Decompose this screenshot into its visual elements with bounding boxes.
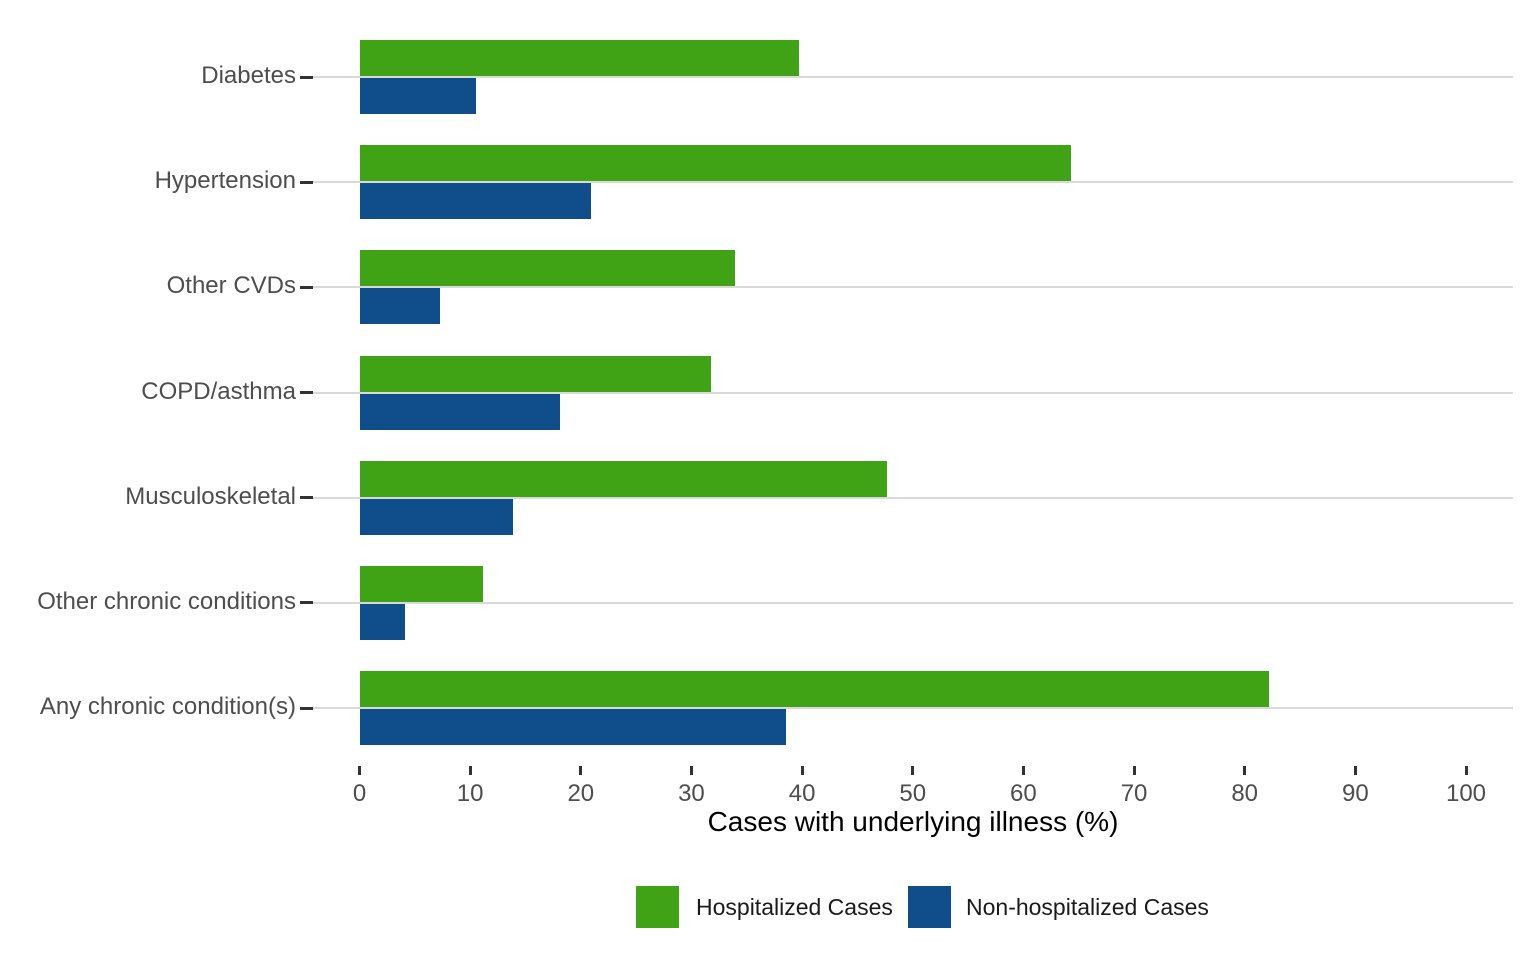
x-axis-tick-label: 60: [1010, 780, 1037, 807]
bar-hospitalized: [359, 671, 1270, 708]
category-gridline: [313, 181, 1513, 184]
y-axis-tick: [300, 75, 313, 79]
x-axis-tick-label: 80: [1231, 780, 1259, 807]
x-axis-tick-label: 50: [899, 780, 927, 807]
y-axis-tick: [300, 601, 313, 605]
bar-hospitalized: [359, 355, 712, 392]
bar-hospitalized: [359, 460, 888, 497]
x-axis-title: Cases with underlying illness (%): [707, 806, 1119, 837]
y-axis-tick: [300, 285, 313, 289]
category-gridline: [313, 391, 1513, 394]
y-axis-label: Any chronic condition(s): [39, 693, 296, 721]
x-axis-tick: [1243, 766, 1247, 775]
y-axis-label: Hypertension: [154, 167, 296, 195]
legend-label-hospitalized: Hospitalized Cases: [696, 894, 893, 920]
x-axis-tick: [1464, 766, 1468, 775]
bar-non-hospitalized: [359, 709, 786, 746]
category-gridline: [313, 496, 1513, 499]
x-axis-tick-label: 40: [788, 780, 816, 807]
x-axis-tick-label: 100: [1445, 780, 1487, 807]
y-axis-label: Other chronic conditions: [37, 587, 296, 615]
bar-non-hospitalized: [359, 393, 560, 430]
legend-swatch-non-hospitalized: [908, 886, 951, 928]
x-axis-tick: [911, 766, 915, 775]
bar-hospitalized: [359, 565, 484, 602]
y-axis-tick: [300, 391, 313, 394]
x-axis-tick: [1132, 766, 1136, 775]
x-axis-tick: [468, 766, 472, 775]
category-gridline: [313, 76, 1513, 78]
bar-hospitalized: [359, 145, 1071, 182]
y-axis-label: Other CVDs: [166, 272, 296, 300]
category-gridline: [313, 601, 1513, 604]
x-axis-tick-label: 30: [678, 780, 705, 807]
x-axis-tick-label: 0: [352, 780, 367, 807]
bar-non-hospitalized: [359, 183, 591, 220]
category-gridline: [313, 707, 1513, 710]
x-axis-tick: [1353, 766, 1357, 775]
x-axis-tick-label: 90: [1341, 780, 1369, 807]
bar-hospitalized: [359, 40, 799, 76]
y-axis-tick: [300, 706, 313, 710]
category-gridline: [313, 286, 1513, 289]
bar-non-hospitalized: [359, 498, 514, 535]
y-axis-label: Diabetes: [201, 62, 296, 89]
x-axis-tick-label: 20: [567, 780, 595, 807]
bar-non-hospitalized: [359, 288, 441, 325]
y-axis-tick: [300, 496, 313, 500]
legend-label-non-hospitalized: Non-hospitalized Cases: [966, 894, 1209, 920]
x-axis-tick: [1021, 766, 1025, 775]
x-axis-tick-label: 70: [1120, 780, 1148, 807]
bar-non-hospitalized: [359, 78, 476, 114]
legend: Hospitalized Cases Non-hospitalized Case…: [0, 886, 1536, 928]
x-axis-tick: [579, 766, 583, 775]
y-axis-label: Musculoskeletal: [125, 482, 296, 510]
bar-hospitalized: [359, 250, 735, 287]
x-axis-tick: [689, 766, 693, 775]
legend-swatch-hospitalized: [636, 886, 679, 928]
y-axis-tick: [300, 180, 313, 184]
y-axis-label: COPD/asthma: [141, 377, 296, 405]
x-axis-tick-label: 10: [456, 780, 484, 807]
bar-non-hospitalized: [359, 603, 405, 640]
x-axis-tick: [358, 766, 361, 775]
x-axis-tick: [800, 766, 804, 775]
